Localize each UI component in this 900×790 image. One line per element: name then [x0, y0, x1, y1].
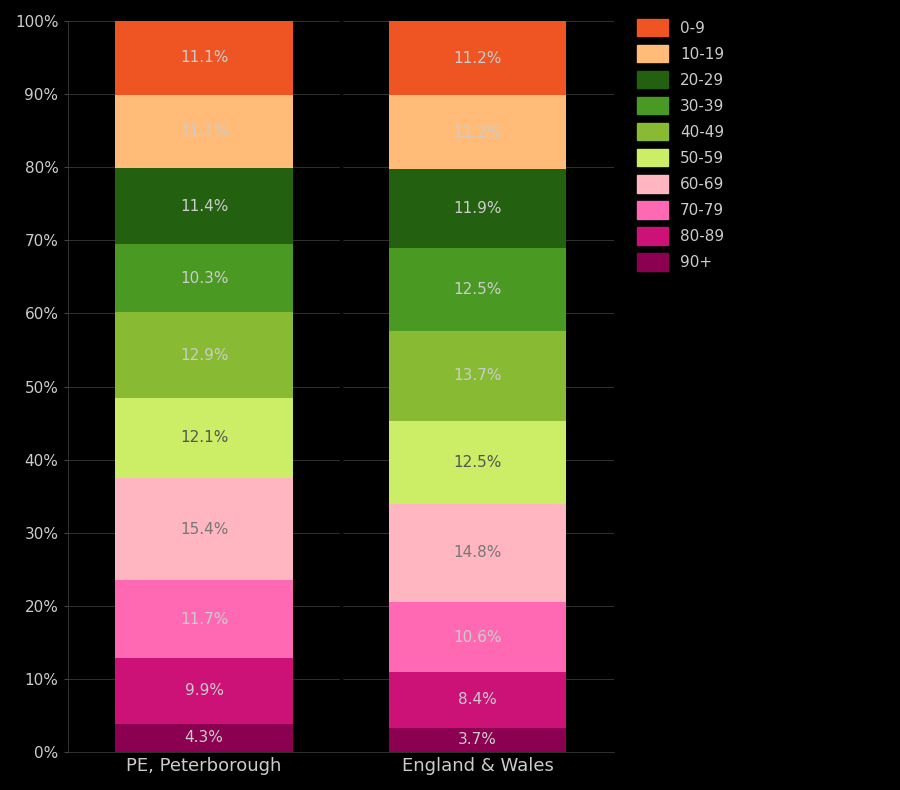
Text: 9.9%: 9.9%: [184, 683, 224, 698]
Bar: [389, 602, 566, 672]
Bar: [389, 672, 566, 728]
Text: 14.8%: 14.8%: [454, 545, 501, 560]
Text: 8.4%: 8.4%: [458, 692, 497, 707]
Text: 11.2%: 11.2%: [454, 125, 501, 140]
Text: 4.3%: 4.3%: [184, 731, 223, 746]
Text: 11.1%: 11.1%: [180, 51, 229, 66]
Bar: [115, 168, 293, 244]
Bar: [115, 312, 293, 398]
Text: 11.2%: 11.2%: [454, 51, 501, 66]
Bar: [389, 504, 566, 602]
Bar: [115, 398, 293, 478]
Bar: [389, 331, 566, 421]
Text: 13.7%: 13.7%: [454, 368, 501, 383]
Bar: [115, 581, 293, 658]
Bar: [389, 421, 566, 504]
Bar: [115, 658, 293, 724]
Text: 11.1%: 11.1%: [180, 124, 229, 139]
Text: 10.3%: 10.3%: [180, 271, 229, 286]
Text: 12.1%: 12.1%: [180, 431, 229, 446]
Bar: [389, 728, 566, 752]
Bar: [389, 248, 566, 331]
Text: 15.4%: 15.4%: [180, 521, 229, 536]
Bar: [389, 95, 566, 169]
Text: 12.5%: 12.5%: [454, 455, 501, 470]
Text: 10.6%: 10.6%: [454, 630, 501, 645]
Bar: [389, 169, 566, 248]
Bar: [115, 21, 293, 95]
Bar: [115, 244, 293, 312]
Text: 12.9%: 12.9%: [180, 348, 229, 363]
Bar: [115, 478, 293, 581]
Bar: [389, 21, 566, 95]
Legend: 0-9, 10-19, 20-29, 30-39, 40-49, 50-59, 60-69, 70-79, 80-89, 90+: 0-9, 10-19, 20-29, 30-39, 40-49, 50-59, …: [633, 14, 729, 275]
Text: 11.4%: 11.4%: [180, 198, 229, 213]
Bar: [115, 95, 293, 168]
Bar: [115, 724, 293, 752]
Text: 11.9%: 11.9%: [454, 201, 501, 216]
Text: 3.7%: 3.7%: [458, 732, 497, 747]
Text: 12.5%: 12.5%: [454, 282, 501, 297]
Text: 11.7%: 11.7%: [180, 611, 229, 626]
